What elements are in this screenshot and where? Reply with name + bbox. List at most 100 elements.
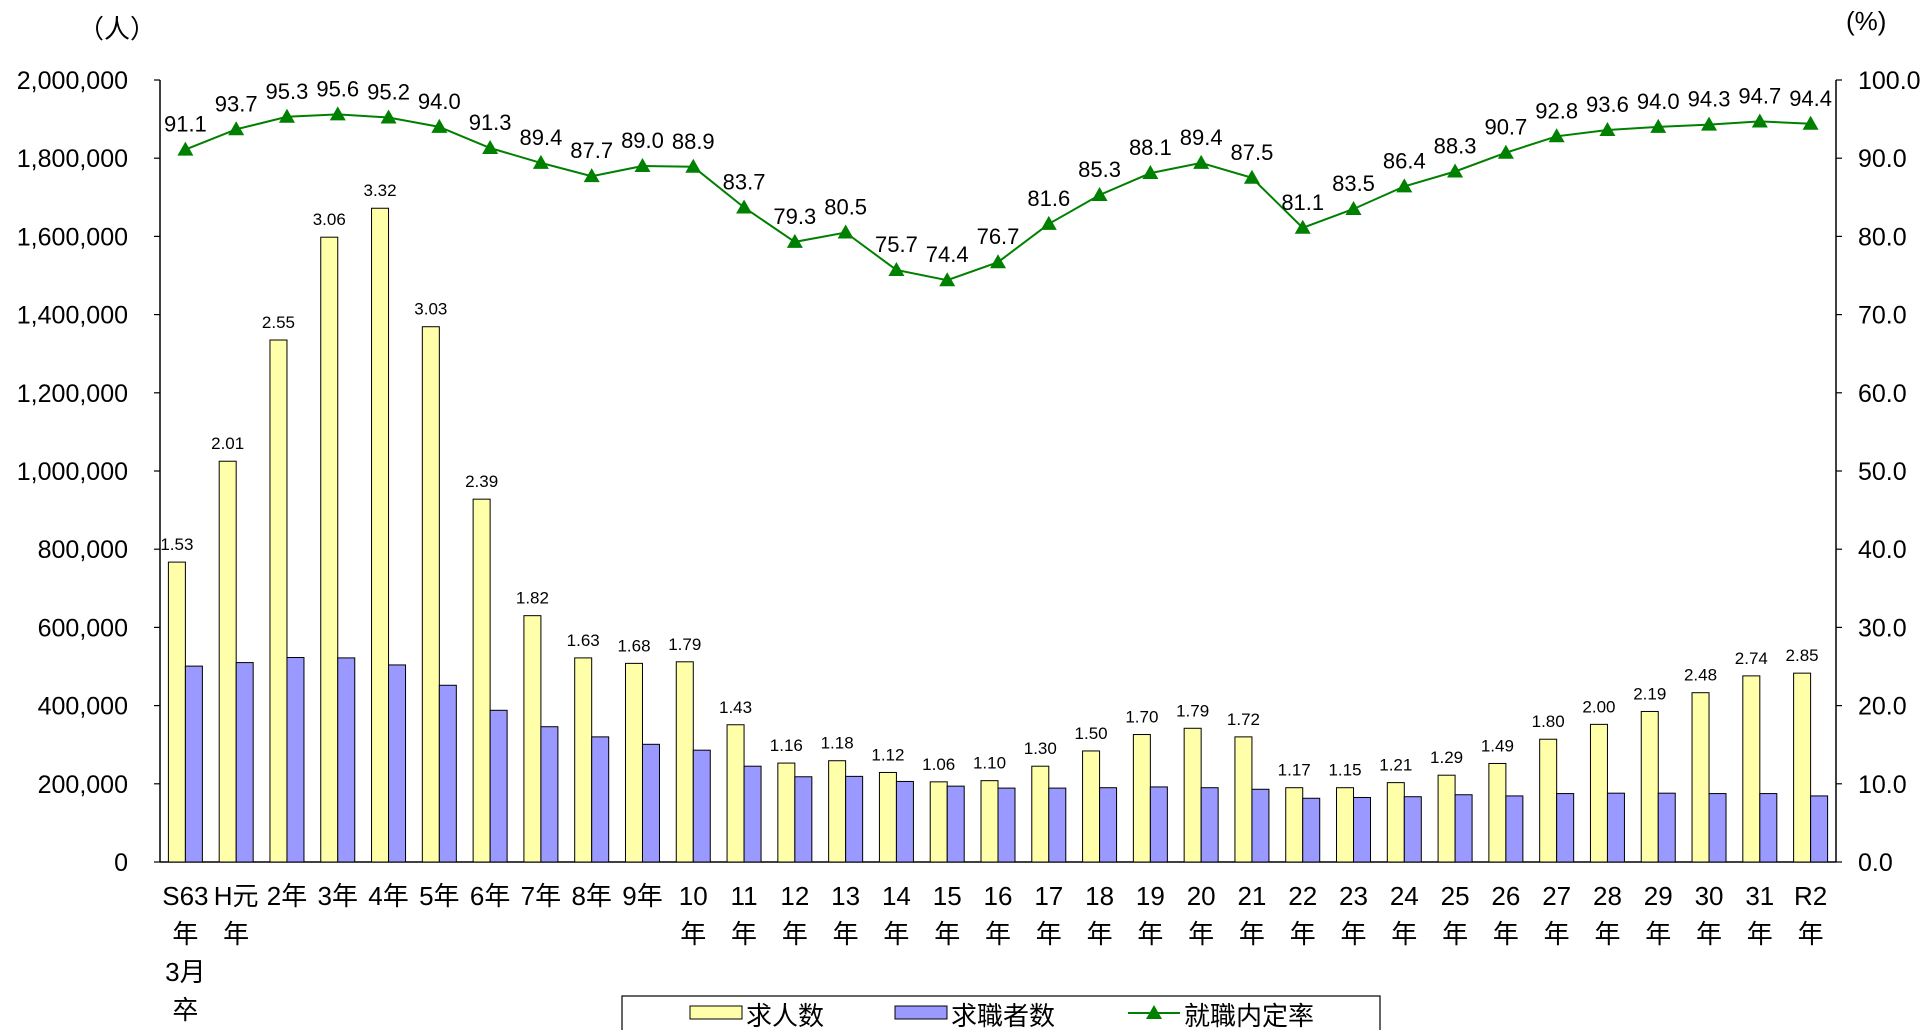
rate-value-label: 81.6 <box>1027 186 1070 211</box>
category-label: 21 <box>1237 881 1266 911</box>
ratio-label: 2.74 <box>1735 649 1768 668</box>
rate-marker <box>736 199 753 214</box>
rate-value-label: 81.1 <box>1281 190 1324 215</box>
rate-value-label: 95.6 <box>316 76 359 101</box>
job-seekers-bar <box>1606 792 1625 863</box>
category-label: 年 <box>1137 919 1163 949</box>
job-offers-bar <box>371 207 390 863</box>
job-offers-bar <box>1640 710 1659 863</box>
ratio-label: 1.79 <box>1176 701 1209 720</box>
legend: 求人数 求職者数 就職内定率 <box>621 995 1381 1030</box>
job-offers-bar <box>218 460 237 863</box>
rate-marker <box>583 168 600 183</box>
left-unit-label: （人） <box>78 14 156 44</box>
left-tick-label: 200,000 <box>38 771 128 799</box>
right-tick-label: 50.0 <box>1858 458 1907 486</box>
job-offers-bar <box>1183 727 1202 863</box>
rate-value-label: 95.2 <box>367 80 410 105</box>
rate-value-label: 88.3 <box>1434 133 1477 158</box>
job-seekers-bar <box>1403 796 1422 863</box>
ratio-label: 1.06 <box>922 755 955 774</box>
ratio-label: 1.15 <box>1328 761 1361 780</box>
rate-marker <box>1091 186 1108 201</box>
job-seekers-bar <box>540 726 559 863</box>
ratio-label: 2.19 <box>1633 684 1666 703</box>
category-label: 年 <box>1645 919 1671 949</box>
rate-value-label: 94.0 <box>418 89 461 114</box>
category-label: 19 <box>1136 881 1165 911</box>
rate-marker <box>1396 178 1413 193</box>
ratio-label: 1.29 <box>1430 748 1463 767</box>
category-label: 6年 <box>470 881 510 911</box>
rate-marker <box>685 158 702 173</box>
job-seekers-bar <box>743 765 762 863</box>
job-offers-bar <box>980 780 999 863</box>
rate-marker <box>634 158 651 173</box>
job-seekers-bar <box>1048 787 1067 863</box>
ratio-label: 2.39 <box>465 472 498 491</box>
job-seekers-bar <box>641 743 660 863</box>
category-label: 4年 <box>368 881 408 911</box>
job-offers-bar <box>675 661 694 863</box>
category-label: 年 <box>1290 919 1316 949</box>
rate-value-label: 94.0 <box>1637 89 1680 114</box>
category-label: 12 <box>780 881 809 911</box>
category-label: 15 <box>933 881 962 911</box>
category-label: 年 <box>833 919 859 949</box>
rate-value-label: 76.7 <box>977 224 1020 249</box>
job-seekers-bar <box>1759 793 1778 863</box>
category-label: 年 <box>1341 919 1367 949</box>
job-offers-bar <box>624 662 643 863</box>
job-seekers-bar <box>895 780 914 863</box>
job-seekers-bar <box>489 709 508 863</box>
category-label: 年 <box>934 919 960 949</box>
job-offers-bar <box>929 781 948 863</box>
job-seekers-bar <box>997 787 1016 863</box>
right-tick-label: 80.0 <box>1858 223 1907 251</box>
category-label: 年 <box>1442 919 1468 949</box>
left-tick-label: 2,000,000 <box>17 67 128 95</box>
category-label: 年 <box>1544 919 1570 949</box>
rate-value-label: 95.3 <box>266 79 309 104</box>
rate-marker <box>1040 215 1057 230</box>
right-tick-label: 70.0 <box>1858 302 1907 330</box>
category-label: 23 <box>1339 881 1368 911</box>
job-offers-bar <box>523 615 542 863</box>
category-label: 年 <box>1493 919 1519 949</box>
category-label: 9年 <box>622 881 662 911</box>
job-seekers-bar <box>1200 787 1219 863</box>
job-offers-bar <box>574 657 593 863</box>
job-seekers-bar <box>845 775 864 863</box>
category-label: S63 <box>162 881 208 911</box>
ratio-label: 1.70 <box>1125 708 1158 727</box>
rate-marker <box>1142 165 1159 180</box>
ratio-label: 1.82 <box>516 589 549 608</box>
category-label: 年 <box>1391 919 1417 949</box>
category-label: 2年 <box>267 881 307 911</box>
rate-value-label: 94.7 <box>1738 83 1781 108</box>
job-offers-bar <box>1336 787 1355 863</box>
category-label: 13 <box>831 881 860 911</box>
rate-value-label: 83.5 <box>1332 171 1375 196</box>
legend-swatch-job-seekers <box>894 1005 948 1020</box>
left-tick-label: 800,000 <box>38 536 128 564</box>
rate-marker <box>888 262 905 277</box>
ratio-label: 1.30 <box>1024 739 1057 758</box>
rate-value-label: 91.1 <box>164 112 207 137</box>
legend-box <box>621 995 1381 1030</box>
category-label: 年 <box>223 919 249 949</box>
job-seekers-bar <box>1657 792 1676 863</box>
left-tick-label: 400,000 <box>38 693 128 721</box>
ratio-label: 3.32 <box>363 181 396 200</box>
right-tick-label: 30.0 <box>1858 614 1907 642</box>
ratio-label: 1.49 <box>1481 736 1514 755</box>
rate-value-label: 93.6 <box>1586 92 1629 117</box>
right-tick-label: 60.0 <box>1858 380 1907 408</box>
category-label: 24 <box>1390 881 1419 911</box>
rate-value-label: 94.3 <box>1688 87 1731 112</box>
job-offers-bar <box>1793 672 1812 863</box>
rate-marker <box>482 140 499 155</box>
rate-marker <box>380 109 397 124</box>
rate-marker <box>532 154 549 169</box>
